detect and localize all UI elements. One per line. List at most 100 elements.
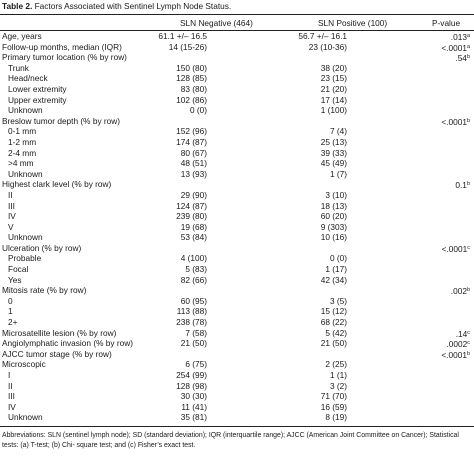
table-row: I 254 (99) 1 (1) [0, 370, 474, 381]
table-row: Unknown 0 (0) 1 (100) [0, 105, 474, 116]
cell-sln-positive: 0 (0) [329, 253, 347, 264]
row-label: >4 mm [8, 158, 34, 169]
cell-sln-negative: 53 (84) [180, 232, 207, 243]
p-value-text: .0002 [446, 339, 468, 350]
cell-sln-negative: 13 (93) [180, 168, 207, 179]
p-value-text: .002 [450, 286, 467, 297]
table-row: 1-2 mm 174 (87) 25 (13) [0, 137, 474, 148]
row-label: IV [8, 211, 16, 222]
table-row: Microscopic 6 (75) 2 (25) [0, 359, 474, 370]
cell-sln-positive: 3 (2) [329, 380, 347, 391]
cell-p-value: <.0001c [442, 243, 470, 255]
cell-sln-negative: 113 (88) [176, 306, 207, 317]
table-row: Yes 82 (66) 42 (34) [0, 275, 474, 286]
table-row: Unknown 53 (84) 10 (16) [0, 232, 474, 243]
row-label: 0 [8, 295, 13, 306]
table-caption-label: Table 2. [2, 1, 33, 11]
table-row: 2-4 mm 80 (67) 39 (33) [0, 148, 474, 159]
p-value-text: .54 [455, 53, 467, 64]
cell-sln-positive: 18 (13) [320, 200, 347, 211]
cell-p-value: .002b [451, 285, 470, 297]
cell-sln-positive: 10 (16) [320, 232, 347, 243]
row-label: Head/neck [8, 73, 48, 84]
cell-sln-negative: 83 (80) [180, 83, 207, 94]
row-label: Mitosis rate (% by row) [2, 285, 87, 296]
p-value-text: <.0001 [441, 243, 468, 254]
table-row: Microsatellite lesion (% by row) 7 (58) 5 … [0, 328, 474, 339]
cell-sln-positive: 5 (42) [325, 327, 347, 338]
cell-sln-positive: 60 (20) [320, 211, 347, 222]
table-row: II 128 (98) 3 (2) [0, 381, 474, 392]
cell-sln-negative: 30 (30) [180, 391, 207, 402]
table-row: Angiolymphatic invasion (% by row) 21 (50… [0, 338, 474, 349]
p-value-superscript: b [466, 54, 470, 61]
table-row: Age, years 61.1 +/– 16.5 56.7 +/– 16.1 .013… [0, 31, 474, 42]
cell-sln-positive: 7 (4) [329, 126, 347, 137]
cell-sln-negative: 152 (96) [176, 126, 207, 137]
table-caption: Table 2. Factors Associated with Sentine… [2, 1, 231, 11]
cell-sln-negative: 238 (78) [176, 317, 207, 328]
row-label: 1 [8, 306, 13, 317]
table-row: Mitosis rate (% by row) .002b [0, 285, 474, 296]
table-row: 0-1 mm 152 (96) 7 (4) [0, 126, 474, 137]
cell-p-value: .54b [455, 52, 470, 64]
row-label: I [8, 370, 11, 380]
p-value-superscript: c [467, 329, 470, 336]
row-label: III [8, 200, 15, 211]
table-row: Probable 4 (100) 0 (0) [0, 253, 474, 264]
row-label: Focal [8, 264, 29, 275]
row-label: Unknown [8, 168, 43, 179]
row-label: 2+ [8, 317, 18, 328]
table-row: Trunk 150 (80) 38 (20) [0, 63, 474, 74]
cell-sln-negative: 29 (90) [180, 189, 207, 200]
row-label: 1-2 mm [8, 136, 37, 147]
table-footnote: Abbreviations: SLN (sentinel lymph node)… [2, 432, 459, 449]
table-row: 0 60 (95) 3 (5) [0, 296, 474, 307]
header-sln-positive: SLN Positive (100) [318, 18, 388, 28]
cell-sln-positive: 1 (7) [329, 168, 347, 179]
cell-sln-negative: 128 (85) [176, 73, 207, 84]
p-value-superscript: b [466, 181, 470, 188]
cell-sln-positive: 42 (34) [320, 274, 347, 285]
cell-sln-negative: 124 (87) [176, 200, 207, 211]
table-row: 2+ 238 (78) 68 (22) [0, 317, 474, 328]
cell-sln-negative: 21 (50) [180, 338, 207, 349]
header-p-value: P-value [432, 18, 461, 28]
cell-sln-negative: 80 (67) [180, 147, 207, 158]
cell-sln-positive: 2 (25) [325, 359, 347, 370]
row-label: IV [8, 401, 16, 412]
table-row: >4 mm 48 (51) 45 (49) [0, 158, 474, 169]
cell-sln-negative: 4 (100) [180, 253, 207, 264]
table-row: Lower extremity 83 (80) 21 (20) [0, 84, 474, 95]
cell-sln-negative: 48 (51) [180, 158, 207, 169]
cell-p-value: <.0001b [441, 116, 470, 128]
row-label: Highest clark level (% by row) [2, 179, 112, 190]
row-label: V [8, 221, 14, 232]
cell-sln-negative: 102 (86) [176, 94, 207, 105]
table-row: V 19 (68) 9 (303) [0, 222, 474, 233]
row-label: Age, years [2, 31, 42, 41]
p-value-text: 0.1 [455, 180, 467, 191]
cell-sln-positive: 16 (59) [320, 401, 347, 412]
row-label: Yes [8, 274, 22, 285]
table-row: Upper extremity 102 (86) 17 (14) [0, 95, 474, 106]
table-row: Unknown 13 (93) 1 (7) [0, 169, 474, 180]
cell-p-value: .013a [451, 31, 470, 43]
row-label: Unknown [8, 232, 43, 243]
cell-sln-positive: 1 (17) [325, 264, 347, 275]
row-label: Follow-up months, median (IQR) [2, 41, 122, 52]
row-label: 0-1 mm [8, 126, 37, 137]
row-label: 2-4 mm [8, 147, 37, 158]
cell-sln-positive: 23 (10-36) [308, 41, 347, 52]
cell-p-value: .0002c [446, 338, 470, 350]
cell-p-value: .14c [456, 328, 470, 340]
table-row: IV 239 (80) 60 (20) [0, 211, 474, 222]
cell-sln-negative: 174 (87) [176, 136, 207, 147]
header-bottom-rule [0, 30, 474, 31]
p-value-text: <.0001 [441, 116, 467, 127]
cell-sln-negative: 128 (98) [176, 380, 207, 391]
row-label: Probable [8, 253, 42, 264]
p-value-superscript: c [467, 340, 470, 347]
row-label: Breslow tumor depth (% by row) [2, 115, 121, 126]
row-label: Unknown [8, 412, 43, 423]
